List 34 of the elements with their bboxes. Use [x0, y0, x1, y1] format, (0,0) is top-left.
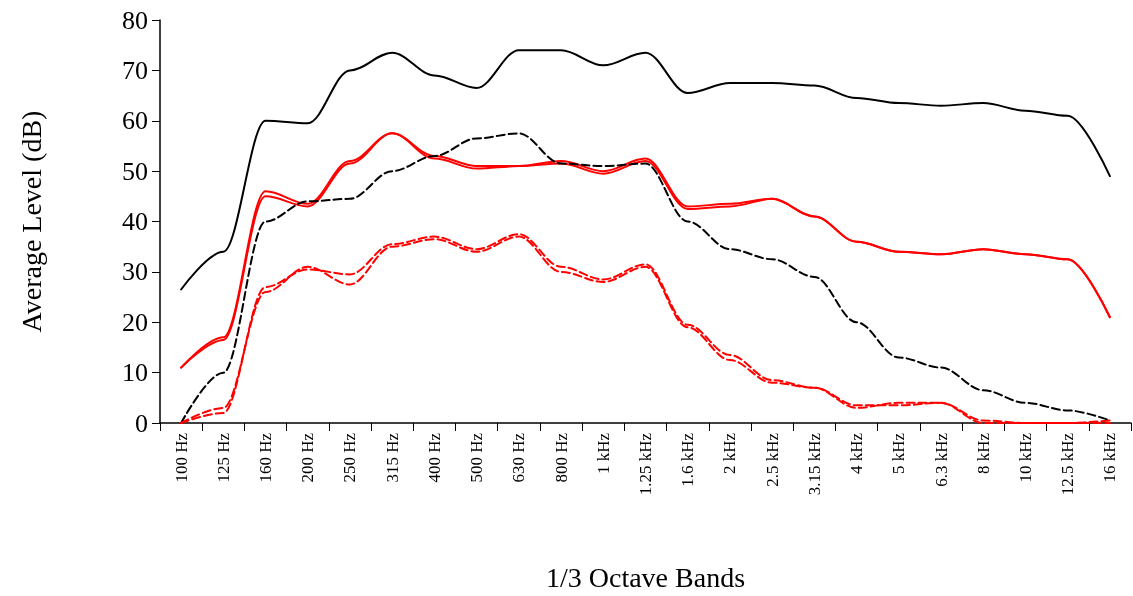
- x-tick-label: 2 kHz: [720, 432, 740, 475]
- y-tick-label: 50: [122, 156, 148, 186]
- y-tick-label: 30: [122, 257, 148, 287]
- x-tick-label: 315 Hz: [382, 432, 402, 483]
- x-tick-label: 1.6 kHz: [678, 432, 698, 487]
- x-tick-label: 125 Hz: [213, 432, 233, 483]
- x-tick-label: 2.5 kHz: [762, 432, 782, 487]
- y-tick-label: 60: [122, 106, 148, 136]
- x-tick-label: 1.25 kHz: [636, 432, 655, 496]
- x-axis-title: 1/3 Octave Bands: [545, 561, 746, 593]
- x-tick-label: 5 kHz: [889, 432, 909, 475]
- x-tick-label: 12.5 kHz: [1058, 432, 1078, 496]
- x-tick-label: 4 kHz: [847, 432, 867, 475]
- x-tick-label: 500 Hz: [467, 432, 487, 483]
- x-tick-label: 8 kHz: [973, 432, 993, 475]
- x-tick-label: 6.3 kHz: [931, 432, 951, 487]
- x-tick-label: 800 Hz: [551, 432, 571, 483]
- y-tick-label: 70: [122, 55, 148, 85]
- x-tick-label: 250 Hz: [340, 432, 360, 483]
- y-tick-label: 80: [122, 5, 148, 35]
- y-tick-label: 10: [122, 358, 148, 388]
- x-tick-label: 400 Hz: [424, 432, 444, 483]
- y-tick-label: 20: [122, 307, 148, 337]
- x-tick-label: 1 kHz: [593, 432, 613, 475]
- y-tick-label: 40: [122, 207, 148, 236]
- x-tick-label: 100 Hz: [171, 432, 191, 483]
- x-tick-label: 3.15 kHz: [804, 432, 824, 496]
- x-tick-label: 16 kHz: [1100, 432, 1120, 483]
- x-tick-label: 200 Hz: [298, 432, 318, 483]
- x-tick-label: 630 Hz: [509, 432, 529, 483]
- y-axis-title: Average Level (dB): [15, 110, 47, 333]
- x-tick-label: 160 Hz: [256, 432, 276, 483]
- y-tick-label: 0: [135, 408, 148, 438]
- x-tick-label: 10 kHz: [1015, 432, 1035, 483]
